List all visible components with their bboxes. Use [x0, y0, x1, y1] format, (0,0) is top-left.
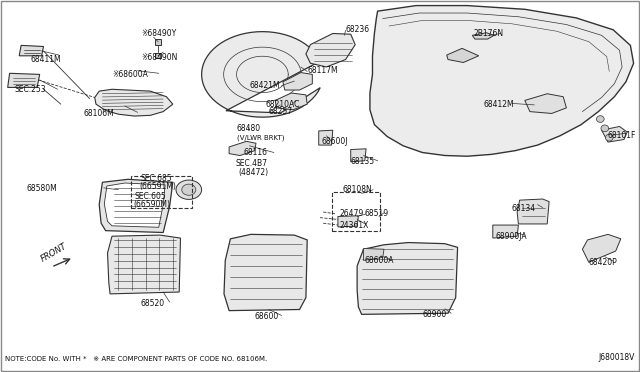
- Text: (66590M): (66590M): [133, 200, 170, 209]
- Text: 68134: 68134: [512, 204, 536, 213]
- Text: FRONT: FRONT: [40, 242, 69, 264]
- Text: J680018V: J680018V: [598, 353, 635, 362]
- Polygon shape: [8, 73, 40, 87]
- Ellipse shape: [182, 184, 196, 195]
- Text: SEC.4B7: SEC.4B7: [236, 159, 268, 168]
- Text: SEC.253: SEC.253: [14, 85, 45, 94]
- Text: (V/LWR BRKT): (V/LWR BRKT): [237, 134, 284, 141]
- Text: ※68490Y: ※68490Y: [141, 29, 176, 38]
- Polygon shape: [224, 234, 307, 311]
- Polygon shape: [602, 126, 627, 142]
- Polygon shape: [351, 149, 366, 162]
- Polygon shape: [229, 141, 256, 155]
- Polygon shape: [525, 94, 566, 113]
- Text: 68420P: 68420P: [589, 258, 618, 267]
- Text: 68108N: 68108N: [342, 185, 372, 194]
- Text: 68900: 68900: [422, 310, 447, 319]
- Text: 24361X: 24361X: [339, 221, 369, 230]
- Text: 68900JA: 68900JA: [496, 232, 527, 241]
- Polygon shape: [99, 179, 173, 232]
- Polygon shape: [283, 73, 312, 90]
- Polygon shape: [338, 216, 358, 227]
- Polygon shape: [95, 89, 173, 116]
- Polygon shape: [306, 33, 355, 67]
- Text: 68421M: 68421M: [250, 81, 280, 90]
- Text: 2B176N: 2B176N: [474, 29, 504, 38]
- Ellipse shape: [176, 180, 202, 199]
- Text: (48472): (48472): [238, 169, 268, 177]
- Text: 68412M: 68412M: [483, 100, 514, 109]
- Polygon shape: [472, 33, 494, 39]
- Text: 68600: 68600: [255, 312, 279, 321]
- Text: 68480: 68480: [237, 124, 261, 133]
- Polygon shape: [108, 235, 180, 294]
- Text: 68519: 68519: [365, 209, 389, 218]
- Text: 68210AC: 68210AC: [266, 100, 300, 109]
- Text: SEC.605: SEC.605: [134, 192, 166, 201]
- Text: 68580M: 68580M: [27, 185, 58, 193]
- Polygon shape: [582, 234, 621, 262]
- Text: 68411M: 68411M: [31, 55, 61, 64]
- Polygon shape: [357, 243, 458, 314]
- Text: 68135: 68135: [351, 157, 375, 166]
- Polygon shape: [517, 199, 549, 224]
- Text: 68236: 68236: [346, 25, 370, 34]
- Text: SEC.685: SEC.685: [141, 174, 172, 183]
- Text: 68106M: 68106M: [83, 109, 114, 118]
- Text: 26479: 26479: [339, 209, 364, 218]
- Polygon shape: [370, 6, 634, 156]
- Polygon shape: [364, 248, 384, 260]
- Text: NOTE:CODE No. WITH *   ※ ARE COMPONENT PARTS OF CODE NO. 68106M.: NOTE:CODE No. WITH * ※ ARE COMPONENT PAR…: [5, 356, 268, 362]
- Polygon shape: [202, 32, 320, 117]
- Ellipse shape: [605, 134, 613, 141]
- Text: 68117M: 68117M: [307, 66, 338, 75]
- Polygon shape: [155, 53, 161, 58]
- Polygon shape: [319, 130, 333, 145]
- Text: (66591M): (66591M): [140, 182, 177, 191]
- Text: 68101F: 68101F: [608, 131, 636, 140]
- Text: 68257: 68257: [269, 107, 293, 116]
- Ellipse shape: [596, 116, 604, 122]
- Text: 68600A: 68600A: [365, 256, 394, 265]
- Polygon shape: [104, 183, 165, 227]
- Polygon shape: [447, 48, 479, 62]
- Polygon shape: [275, 93, 307, 110]
- Text: ※68490N: ※68490N: [141, 53, 177, 62]
- Text: 68520: 68520: [141, 299, 165, 308]
- Polygon shape: [493, 225, 518, 238]
- Text: 68600J: 68600J: [321, 137, 348, 146]
- Polygon shape: [19, 45, 44, 56]
- Text: ※68600A: ※68600A: [112, 70, 148, 79]
- Text: 68116: 68116: [243, 148, 268, 157]
- Ellipse shape: [601, 125, 609, 132]
- Polygon shape: [155, 39, 161, 45]
